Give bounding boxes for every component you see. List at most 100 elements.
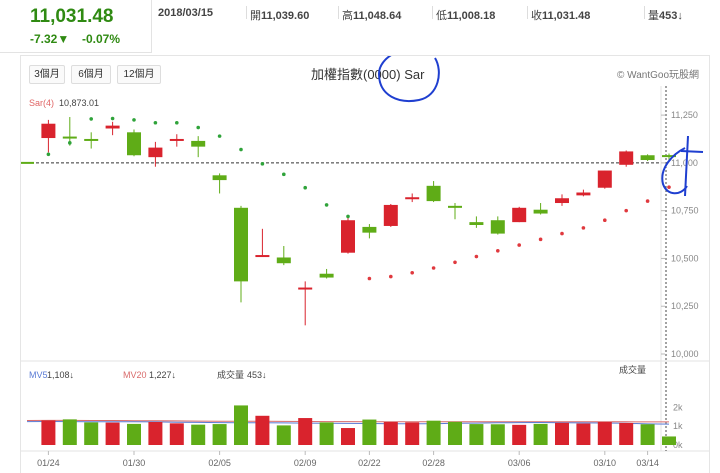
candle-body bbox=[62, 136, 77, 139]
candle-body bbox=[212, 175, 227, 181]
candle-body bbox=[533, 209, 548, 214]
sar-dot bbox=[217, 134, 222, 138]
candle-body bbox=[640, 155, 655, 161]
candle-body bbox=[469, 222, 484, 225]
volume-bar bbox=[105, 422, 120, 445]
range-3m-button[interactable]: 3個月 bbox=[29, 65, 65, 84]
sar-dot bbox=[196, 125, 200, 130]
volume-bar bbox=[555, 422, 569, 445]
sar-dot bbox=[538, 237, 543, 242]
sar-dot bbox=[153, 120, 158, 125]
divider bbox=[338, 6, 339, 19]
volume-bar bbox=[383, 422, 398, 445]
sar-legend-label: Sar(4) bbox=[29, 98, 54, 108]
sar-dot bbox=[324, 203, 329, 207]
sar-dot bbox=[667, 185, 671, 189]
hand-drawn-circle bbox=[661, 147, 688, 195]
candle-body bbox=[619, 151, 634, 165]
ma20-line bbox=[26, 419, 669, 423]
volume-bar bbox=[469, 424, 484, 445]
volume-bar bbox=[84, 422, 99, 445]
volume-tick-label: 1k bbox=[673, 421, 683, 431]
candle-body bbox=[127, 132, 141, 156]
sar-dot bbox=[110, 116, 115, 121]
candle-body bbox=[255, 255, 270, 258]
divider bbox=[246, 6, 247, 19]
candle-body bbox=[105, 125, 120, 129]
sar-dot bbox=[581, 226, 586, 230]
range-12m-button[interactable]: 12個月 bbox=[117, 65, 161, 84]
volume-bar bbox=[319, 422, 334, 445]
sar-dot bbox=[303, 185, 308, 190]
sar-dot bbox=[560, 231, 564, 236]
candle-body bbox=[298, 287, 313, 290]
volume-bar bbox=[341, 428, 355, 445]
volume-bar bbox=[597, 422, 612, 445]
candle-body bbox=[276, 257, 291, 264]
x-tick-label: 02/09 bbox=[294, 458, 317, 468]
sar-dot bbox=[474, 254, 479, 259]
candle-body bbox=[576, 192, 591, 196]
sar-dot bbox=[453, 260, 457, 265]
volume-bar bbox=[405, 422, 420, 445]
volume-bar bbox=[191, 424, 206, 445]
divider bbox=[527, 6, 528, 19]
volume-bar bbox=[640, 424, 655, 445]
volume-tick-label: 0k bbox=[673, 440, 683, 450]
sar-dot bbox=[282, 172, 286, 177]
y-tick-label: 11,250 bbox=[671, 110, 698, 120]
volume-bar bbox=[362, 419, 377, 445]
mv5-legend-label: MV5 bbox=[29, 370, 48, 380]
sar-dot bbox=[624, 208, 628, 213]
price-summary: 11,031.48 -7.32▼ -0.07% bbox=[0, 0, 152, 53]
price-change: -7.32▼ bbox=[30, 32, 70, 46]
candle-body bbox=[555, 198, 569, 204]
candle-body bbox=[319, 273, 334, 278]
candle-body bbox=[234, 207, 248, 282]
x-tick-label: 01/30 bbox=[123, 458, 146, 468]
candle-body bbox=[662, 155, 676, 158]
y-tick-label: 11,000 bbox=[671, 158, 698, 168]
volume-bar bbox=[255, 415, 270, 445]
y-tick-label: 10,750 bbox=[671, 206, 699, 216]
mv20-legend-label: MV20 bbox=[123, 370, 147, 380]
quote-high: 高11,048.64 bbox=[342, 10, 402, 22]
chart-credit: © WantGoo玩股網 bbox=[617, 70, 700, 81]
sar-dot bbox=[431, 266, 436, 270]
volume-bar bbox=[148, 422, 163, 445]
candle-body bbox=[21, 161, 34, 164]
volume-legend-label: 成交量 bbox=[217, 369, 244, 380]
volume-tick-label: 2k bbox=[673, 402, 683, 412]
volume-bar bbox=[276, 425, 291, 445]
volume-legend-value: 453↓ bbox=[247, 370, 267, 380]
volume-bar bbox=[127, 423, 141, 445]
candle-body bbox=[84, 138, 99, 141]
sar-dot bbox=[132, 118, 136, 122]
volume-bar bbox=[41, 420, 56, 445]
y-tick-label: 10,250 bbox=[671, 301, 699, 311]
candle-body bbox=[448, 205, 462, 208]
quote-close: 收11,031.48 bbox=[531, 10, 591, 22]
hand-drawn-stroke bbox=[680, 150, 704, 153]
volume-bar bbox=[576, 423, 591, 445]
hand-drawn-circle bbox=[377, 56, 440, 102]
volume-bar bbox=[533, 423, 548, 445]
candle-body bbox=[341, 220, 355, 253]
mv5-legend-value: 1,108↓ bbox=[47, 370, 74, 380]
candle-body bbox=[512, 207, 527, 223]
x-tick-label: 02/28 bbox=[422, 458, 445, 468]
volume-bar bbox=[62, 419, 77, 445]
volume-bar bbox=[426, 420, 441, 445]
volume-bar bbox=[448, 421, 462, 445]
sar-dot bbox=[46, 152, 51, 157]
range-6m-button[interactable]: 6個月 bbox=[71, 65, 111, 84]
quote-open: 開11,039.60 bbox=[250, 10, 310, 22]
candle-body bbox=[383, 204, 398, 226]
x-tick-label: 03/10 bbox=[594, 458, 617, 468]
sar-dot bbox=[367, 276, 372, 281]
y-tick-label: 10,500 bbox=[671, 253, 699, 263]
x-tick-label: 03/06 bbox=[508, 458, 531, 468]
candle-body bbox=[191, 140, 206, 147]
volume-bar bbox=[212, 424, 227, 445]
quote-low: 低11,008.18 bbox=[436, 10, 496, 22]
